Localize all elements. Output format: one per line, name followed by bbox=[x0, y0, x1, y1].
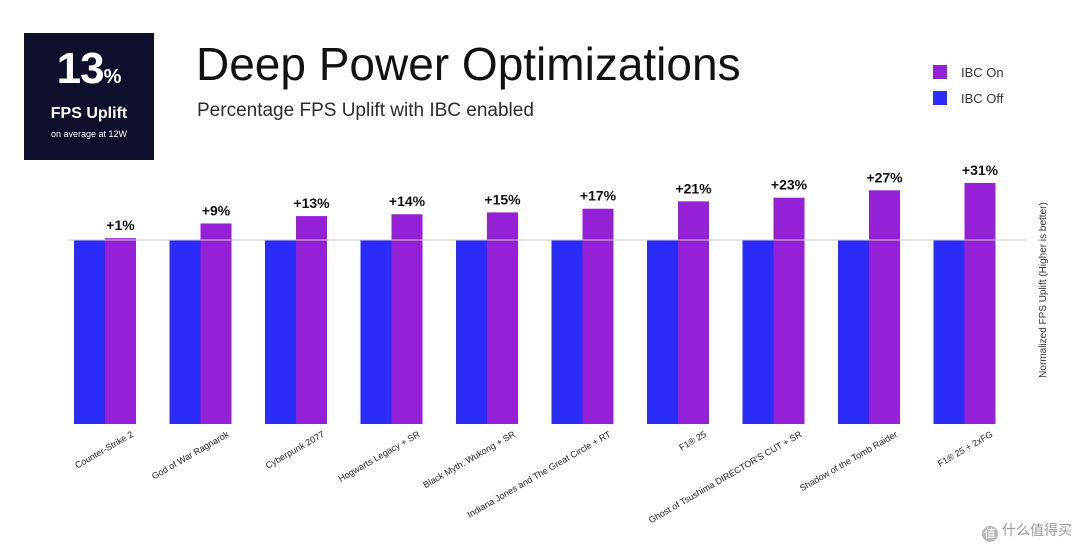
legend-item-ibc-on: IBC On bbox=[933, 62, 1004, 82]
data-label: +14% bbox=[389, 193, 426, 209]
x-tick-label: F1® 25 bbox=[677, 429, 708, 452]
bar-ibc-off bbox=[742, 240, 774, 424]
stat-sublabel: on average at 12W bbox=[50, 129, 128, 139]
legend-label-ibc-on: IBC On bbox=[961, 64, 1004, 80]
bar-ibc-off bbox=[551, 240, 583, 424]
x-tick-label: Counter-Strike 2 bbox=[73, 429, 135, 470]
bar-ibc-off bbox=[456, 240, 487, 424]
bar-ibc-on bbox=[200, 223, 232, 424]
data-label: +15% bbox=[484, 191, 521, 207]
bar-ibc-off bbox=[74, 240, 105, 424]
x-tick-label: Hogwarts Legacy + SR bbox=[337, 429, 422, 484]
stat-number-value: 13 bbox=[56, 44, 105, 93]
data-label: +21% bbox=[675, 180, 712, 196]
bar-ibc-on bbox=[105, 238, 136, 424]
chart-title: Deep Power Optimizations bbox=[196, 38, 741, 90]
legend: IBC On IBC Off bbox=[933, 62, 1004, 114]
data-label: +17% bbox=[580, 188, 617, 204]
bar-ibc-on bbox=[869, 190, 900, 424]
data-label: +9% bbox=[202, 202, 231, 218]
bar-ibc-off bbox=[647, 240, 678, 424]
x-tick-label: Ghost of Tsushima DIRECTOR'S CUT + SR bbox=[647, 429, 804, 525]
fps-uplift-stat-box: 13% FPS Uplift on average at 12W bbox=[24, 33, 154, 160]
bar-ibc-on bbox=[296, 216, 327, 424]
data-label: +27% bbox=[866, 169, 903, 185]
bar-ibc-off bbox=[169, 240, 201, 424]
bar-ibc-off bbox=[838, 240, 869, 424]
bar-ibc-on bbox=[964, 182, 996, 424]
bar-ibc-on bbox=[773, 197, 805, 424]
x-tick-label: F1® 25 + 2xFG bbox=[936, 429, 995, 469]
stat-number-unit: % bbox=[103, 66, 122, 88]
bar-ibc-on bbox=[582, 208, 614, 424]
x-tick-label: Cyberpunk 2077 bbox=[264, 429, 326, 471]
watermark: 值什么值得买 bbox=[982, 520, 1072, 542]
x-tick-label: Shadow of the Tomb Raider bbox=[798, 429, 899, 493]
data-label: +1% bbox=[106, 217, 135, 233]
bar-ibc-on bbox=[391, 214, 423, 424]
legend-swatch-ibc-off bbox=[933, 91, 947, 105]
y-axis-label: Normalized FPS Uplift (Higher is better) bbox=[1038, 202, 1049, 378]
legend-label-ibc-off: IBC Off bbox=[961, 90, 1004, 106]
bar-ibc-off bbox=[360, 240, 392, 424]
bar-ibc-off bbox=[933, 240, 965, 424]
x-tick-label: God of War Ragnarok bbox=[150, 429, 231, 482]
data-label: +31% bbox=[962, 162, 999, 178]
stat-label: FPS Uplift bbox=[50, 105, 128, 122]
stat-number: 13% bbox=[24, 47, 154, 99]
watermark-text: 什么值得买 bbox=[1002, 522, 1072, 538]
data-label: +13% bbox=[293, 195, 330, 211]
chart-subtitle: Percentage FPS Uplift with IBC enabled bbox=[197, 100, 534, 121]
x-tick-label: Black Myth: Wukong + SR bbox=[421, 429, 517, 490]
legend-item-ibc-off: IBC Off bbox=[933, 88, 1004, 108]
bar-ibc-on bbox=[487, 212, 518, 424]
bar-ibc-on bbox=[678, 201, 709, 424]
bar-ibc-off bbox=[265, 240, 296, 424]
watermark-logo-icon: 值 bbox=[982, 526, 998, 542]
legend-swatch-ibc-on bbox=[933, 65, 947, 79]
data-label: +23% bbox=[771, 177, 808, 193]
